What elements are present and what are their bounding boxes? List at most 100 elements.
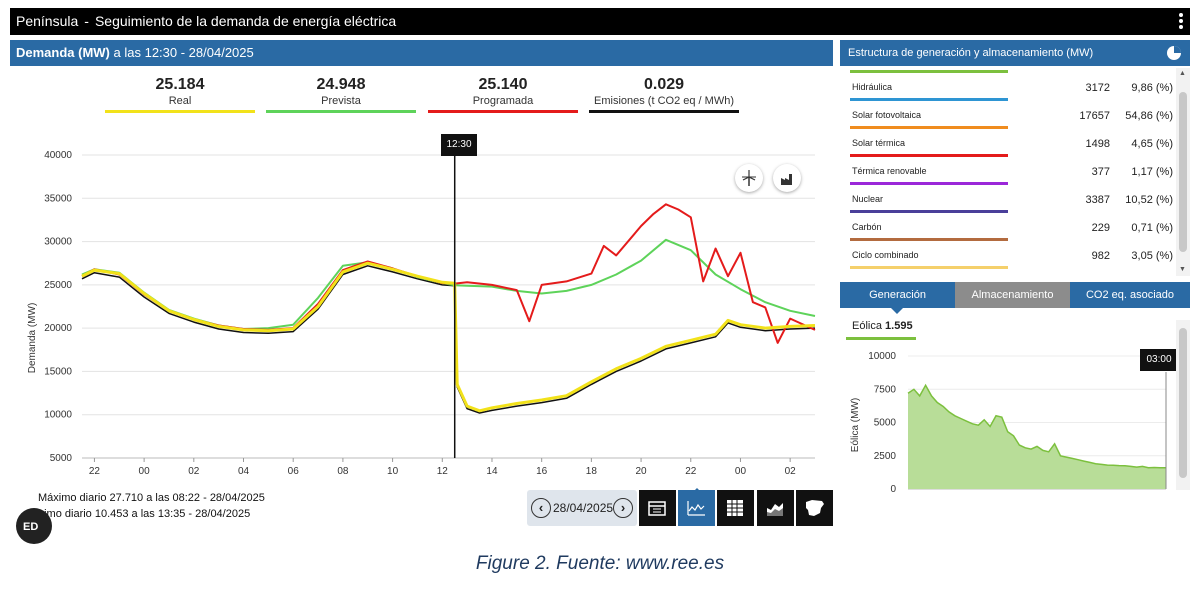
mini-y-axis-label: Eólica (MW) (850, 398, 861, 452)
page-title: Seguimiento de la demanda de energía elé… (94, 13, 397, 29)
factory-icon (781, 174, 792, 185)
generation-structure-header: Estructura de generación y almacenamient… (840, 40, 1190, 66)
y-tick-label: 35000 (44, 193, 72, 204)
row-name: Solar térmica (852, 138, 906, 148)
more-options-icon[interactable] (1178, 12, 1184, 31)
eolica-area-chart[interactable]: 10000 7500 5000 2500 0 Eólica (MW) (840, 340, 1176, 500)
spain-map-icon (806, 500, 824, 516)
series-line-emisiones[interactable] (81, 265, 816, 414)
row-mw: 3172 (1085, 82, 1110, 94)
active-tab-pointer (891, 308, 903, 320)
cursor-time-label: 12:30 (441, 134, 477, 156)
x-tick-label: 06 (288, 466, 300, 477)
row-name: Nuclear (852, 194, 884, 204)
indicator-real-label: Real (168, 95, 192, 107)
date-navigator: ‹ 28/04/2025 › (527, 490, 637, 526)
x-tick-label: 10 (387, 466, 399, 477)
x-tick-label: 08 (337, 466, 349, 477)
scrollbar-thumb[interactable] (1179, 92, 1187, 252)
generation-row-carbon[interactable]: Carbón 229 0,71 (%) (850, 214, 1173, 242)
row-mw: 229 (1091, 222, 1110, 234)
scroll-up-icon[interactable]: ▲ (1179, 70, 1186, 77)
indicator-programada-value: 25.140 (478, 76, 528, 93)
x-tick-label: 22 (89, 466, 101, 477)
tab-co2-asociado[interactable]: CO2 eq. asociado (1070, 282, 1190, 308)
mini-chart-scrollbar[interactable] (1176, 320, 1190, 490)
scrollbar-thumb[interactable] (1179, 328, 1187, 478)
generation-list-scrollbar[interactable]: ▲ ▼ (1176, 68, 1190, 276)
selected-technology-value: 1.595 (885, 320, 913, 332)
y-tick-label: 25000 (44, 280, 72, 291)
x-tick-label: 16 (536, 466, 548, 477)
mini-y-tick-label: 10000 (868, 351, 896, 362)
map-view-button[interactable] (796, 490, 833, 526)
indicator-real-value: 25.184 (155, 76, 205, 93)
pie-chart-icon[interactable] (1166, 45, 1182, 61)
wind-turbine-icon (742, 170, 756, 186)
generation-row-termica-renovable[interactable]: Térmica renovable 377 1,17 (%) (850, 158, 1173, 186)
area-chart-view-button[interactable] (757, 490, 794, 526)
x-tick-label: 20 (636, 466, 648, 477)
row-mw: 377 (1091, 166, 1110, 178)
row-name: Térmica renovable (852, 166, 927, 176)
table-icon (727, 500, 743, 516)
row-pct: 54,86 (%) (1125, 110, 1173, 122)
chevron-right-icon[interactable]: › (613, 498, 633, 518)
row-name: Hidráulica (852, 82, 893, 92)
row-pct: 10,52 (%) (1125, 194, 1173, 206)
row-mw: 3387 (1085, 194, 1110, 206)
generation-row-hidraulica[interactable]: Hidráulica 3172 9,86 (%) (850, 74, 1173, 102)
series-line-real[interactable] (81, 261, 816, 413)
row-color-line (850, 210, 1008, 213)
x-tick-label: 22 (685, 466, 697, 477)
wind-turbine-button[interactable] (735, 164, 763, 192)
daily-max-text: Máximo diario 27.710 a las 08:22 - 28/04… (38, 492, 265, 504)
indicator-real-bar (105, 110, 255, 113)
tab-almacenamiento[interactable]: Almacenamiento (955, 282, 1070, 308)
eolica-line (907, 383, 1167, 469)
indicator-programada-bar (428, 110, 578, 113)
mini-y-tick-label: 5000 (874, 418, 897, 429)
indicator-real[interactable]: 25.184 Real (105, 76, 255, 113)
row-name: Ciclo combinado (852, 250, 919, 260)
mini-y-tick-label: 2500 (874, 451, 897, 462)
generation-row-nuclear[interactable]: Nuclear 3387 10,52 (%) (850, 186, 1173, 214)
y-tick-label: 40000 (44, 150, 72, 161)
date-display[interactable]: 28/04/2025 (553, 501, 614, 515)
floating-action-button[interactable]: ED (16, 508, 52, 544)
chevron-left-icon[interactable]: ‹ (531, 498, 551, 518)
generation-row-solar-termica[interactable]: Solar térmica 1498 4,65 (%) (850, 130, 1173, 158)
row-pct: 3,05 (%) (1131, 250, 1173, 262)
figure-caption: Figure 2. Fuente: www.ree.es (475, 553, 725, 574)
factory-button[interactable] (773, 164, 801, 192)
daily-min-text: nimo diario 10.453 a las 13:35 - 28/04/2… (38, 508, 251, 520)
table-view-button[interactable] (717, 490, 754, 526)
calendar-view-button[interactable] (639, 490, 676, 526)
row-pct: 9,86 (%) (1131, 82, 1173, 94)
indicator-programada-label: Programada (472, 95, 534, 107)
indicator-programada[interactable]: 25.140 Programada (428, 76, 578, 113)
indicator-emisiones-bar (589, 110, 739, 113)
generation-row-ciclo-combinado[interactable]: Ciclo combinado 982 3,05 (%) (850, 242, 1173, 270)
row-color-line (850, 182, 1008, 185)
fab-label: ED (23, 521, 39, 533)
generation-row-solar-fotovoltaica[interactable]: Solar fotovoltaica 17657 54,86 (%) (850, 102, 1173, 130)
tab-generacion[interactable]: Generación (840, 282, 955, 308)
selected-technology-name: Eólica (852, 320, 882, 332)
x-tick-label: 14 (486, 466, 498, 477)
x-tick-label: 00 (735, 466, 747, 477)
demand-line-chart[interactable]: 500010000150002000025000300003500040000 … (10, 128, 830, 480)
x-tick-label: 02 (188, 466, 200, 477)
indicator-prevista[interactable]: 24.948 Prevista (266, 76, 416, 113)
line-chart-view-button[interactable] (678, 488, 715, 526)
area-chart-icon (767, 503, 783, 516)
scroll-down-icon[interactable]: ▼ (1179, 266, 1186, 273)
daily-max-min: Máximo diario 27.710 a las 08:22 - 28/04… (38, 490, 265, 522)
indicator-prevista-value: 24.948 (316, 76, 366, 93)
indicator-emisiones[interactable]: 0.029 Emisiones (t CO2 eq / MWh) (589, 76, 739, 113)
indicator-prevista-label: Prevista (321, 95, 361, 107)
calendar-icon (648, 501, 666, 516)
y-tick-label: 15000 (44, 366, 72, 377)
title-bar: Península - Seguimiento de la demanda de e… (10, 8, 1190, 35)
generation-list[interactable]: Hidráulica 3172 9,86 (%) Solar fotovolta… (840, 68, 1175, 275)
